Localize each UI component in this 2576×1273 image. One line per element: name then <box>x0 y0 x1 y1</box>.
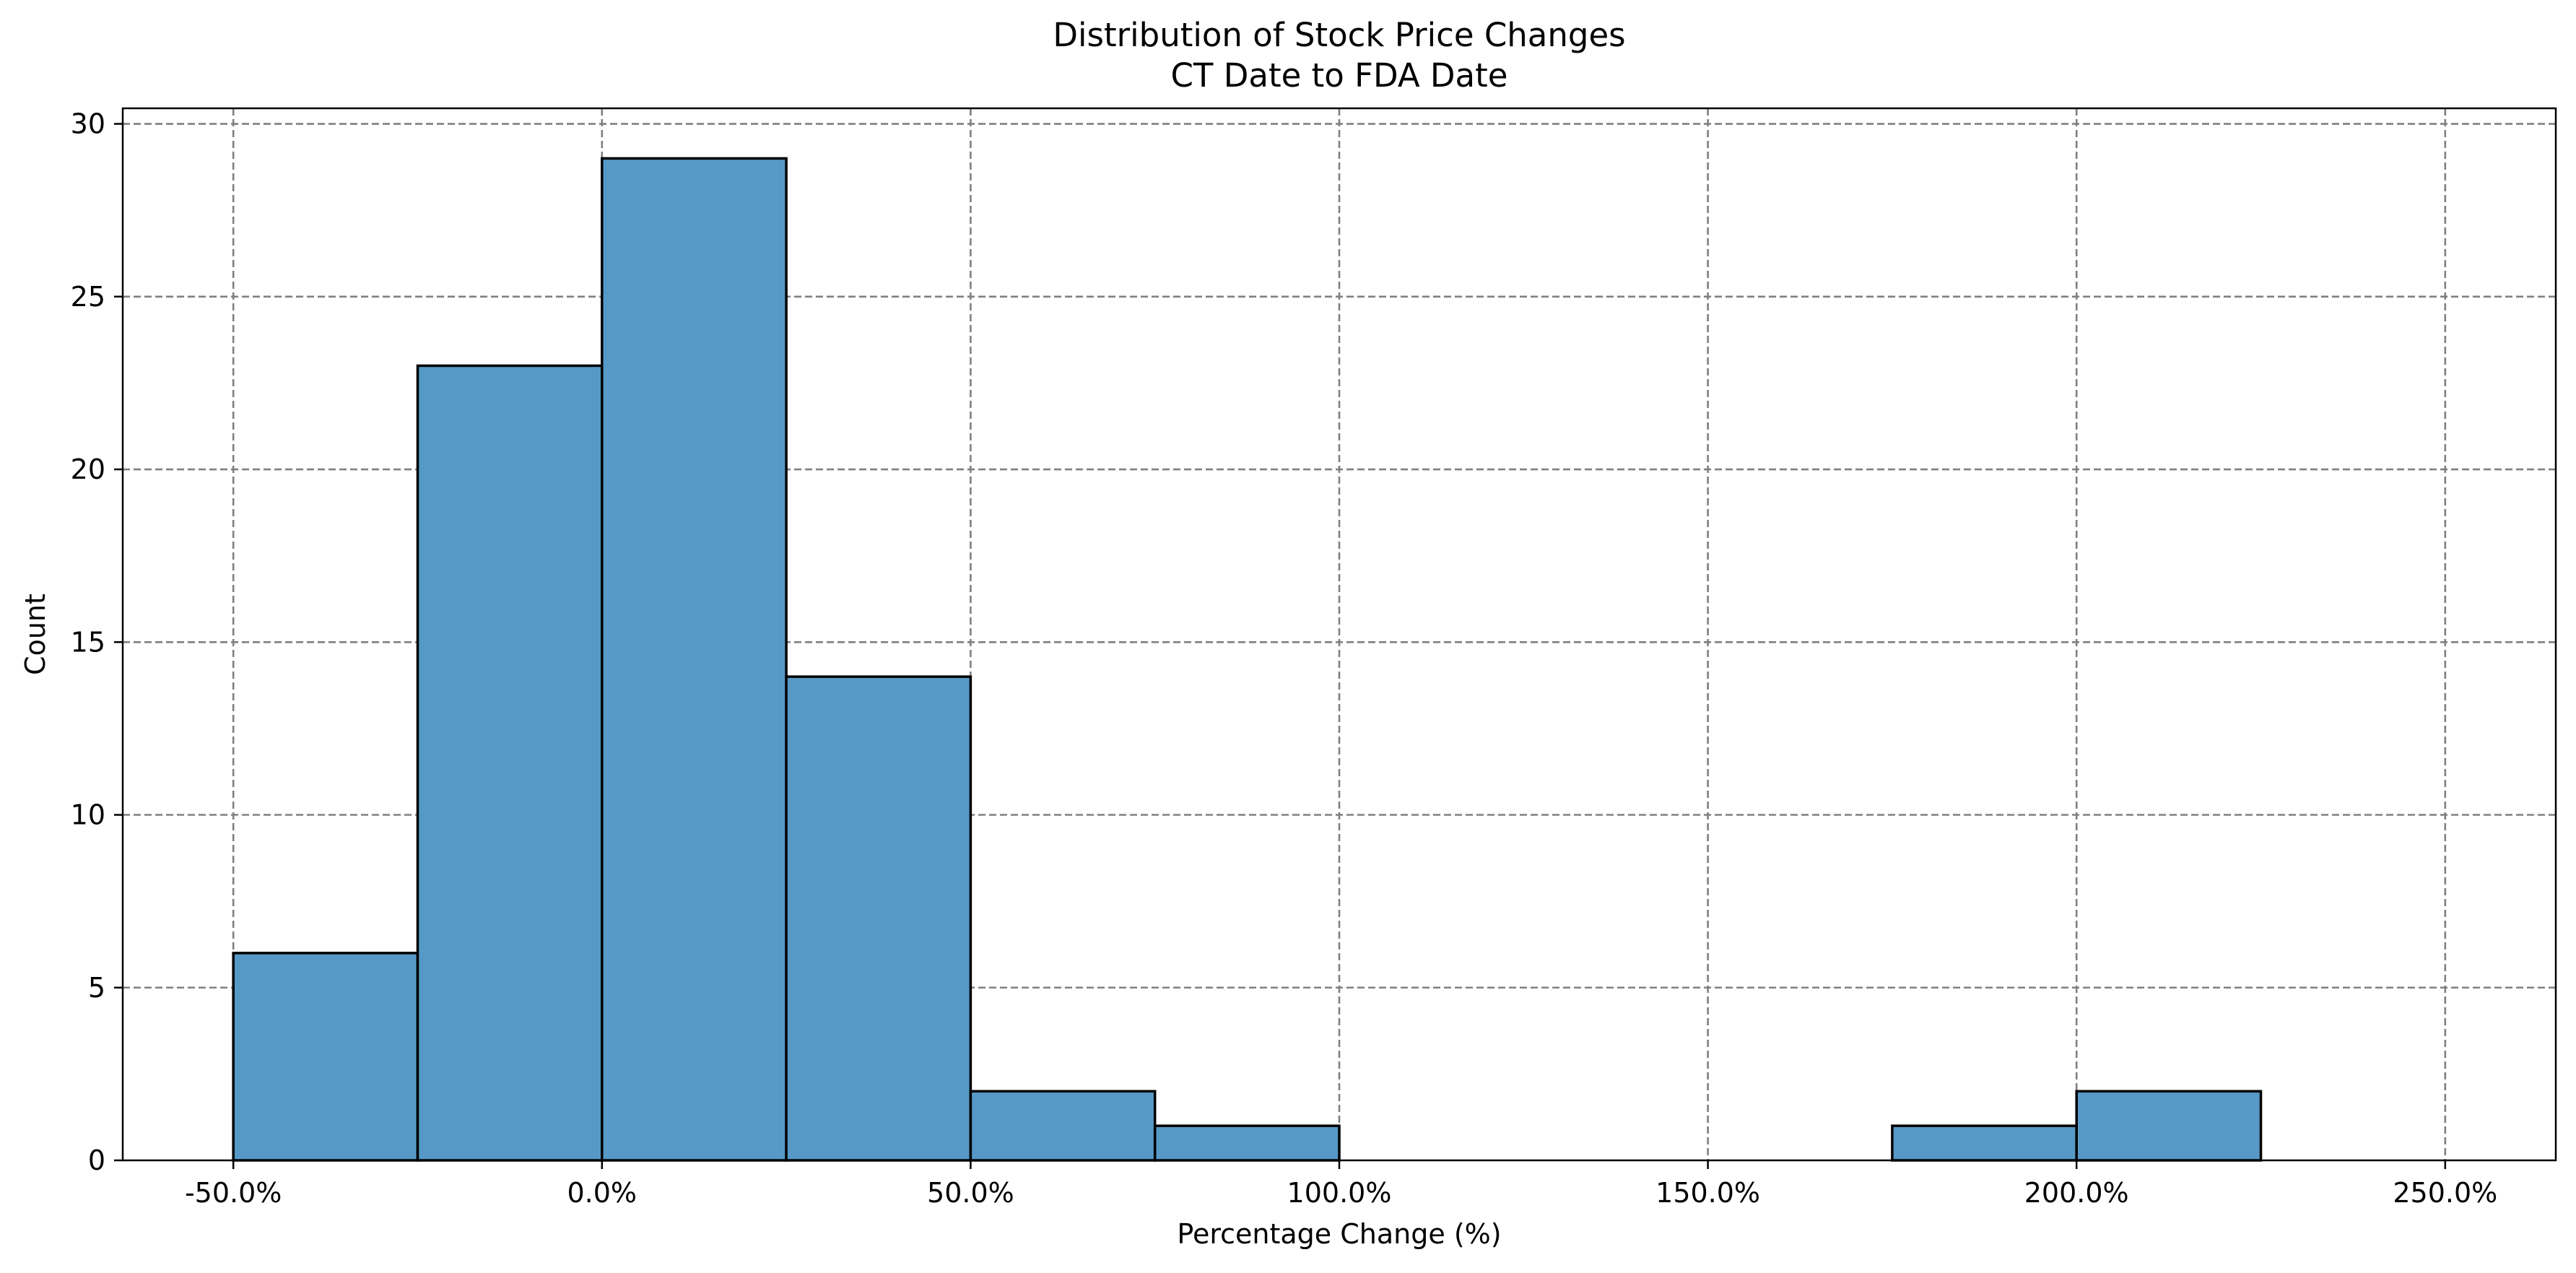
histogram-bar-2 <box>601 157 788 1162</box>
y-tick-label-1: 5 <box>88 972 105 1004</box>
chart-subtitle: CT Date to FDA Date <box>1171 56 1508 95</box>
histogram-bar-5 <box>1153 1124 1341 1162</box>
axis-ticks: -50.0% 0.0% 50.0% 100.0% 150.0% 200.0% 250.0% 0… <box>71 108 2498 1209</box>
x-tick-label-4: 150.0% <box>1655 1177 1760 1209</box>
y-tick-label-4: 20 <box>71 453 105 485</box>
x-axis-label: Percentage Change (%) <box>1177 1218 1501 1250</box>
histogram-bar-10 <box>2075 1090 2263 1162</box>
x-tick-label-1: 0.0% <box>567 1177 638 1209</box>
x-tick-label-6: 250.0% <box>2393 1177 2497 1209</box>
histogram-bars <box>232 157 2263 1162</box>
y-tick-label-2: 10 <box>71 799 105 831</box>
histogram-bar-0 <box>232 952 419 1162</box>
histogram-bar-4 <box>969 1090 1157 1162</box>
y-tick-label-6: 30 <box>71 108 105 140</box>
y-axis-label: Count <box>19 594 51 675</box>
y-tick-label-5: 25 <box>71 281 105 313</box>
y-tick-label-3: 15 <box>71 626 105 658</box>
chart-title: Distribution of Stock Price Changes <box>1053 16 1625 54</box>
y-tick-label-0: 0 <box>88 1144 105 1176</box>
histogram-bar-9 <box>1891 1124 2078 1162</box>
histogram-bar-3 <box>785 675 972 1162</box>
histogram-bar-1 <box>416 364 604 1162</box>
x-tick-label-0: -50.0% <box>185 1177 282 1209</box>
x-tick-label-2: 50.0% <box>927 1177 1014 1209</box>
x-tick-label-5: 200.0% <box>2024 1177 2129 1209</box>
x-tick-label-3: 100.0% <box>1287 1177 1392 1209</box>
